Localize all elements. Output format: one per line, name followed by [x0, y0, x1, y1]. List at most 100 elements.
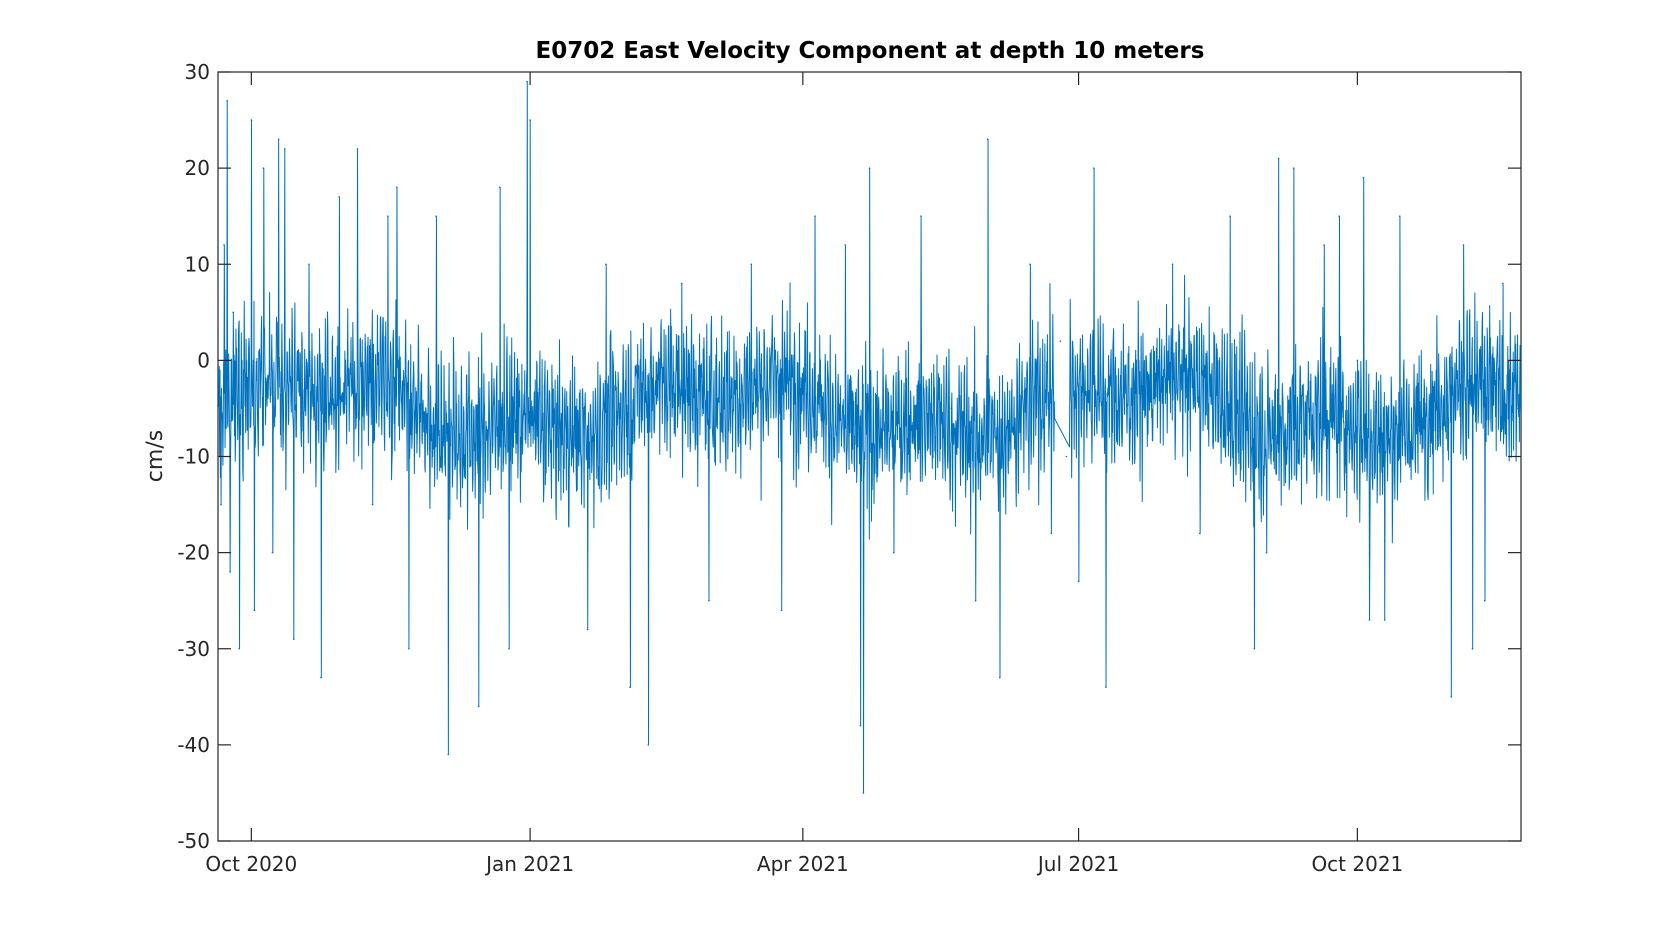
data-point	[647, 744, 650, 746]
data-point	[232, 311, 234, 314]
data-point	[1253, 647, 1256, 650]
y-tick-label: 0	[197, 348, 210, 372]
data-point	[1462, 244, 1465, 246]
data-point	[1029, 263, 1031, 266]
data-point	[586, 628, 589, 631]
data-point	[1383, 619, 1386, 621]
data-point	[868, 167, 871, 169]
data-point	[892, 551, 895, 554]
data-point	[1198, 532, 1201, 535]
x-tick-label: Jul 2021	[1036, 852, 1119, 876]
data-point	[1450, 696, 1453, 698]
y-tick-label: -40	[177, 733, 210, 757]
data-point	[447, 753, 450, 756]
data-point	[499, 186, 501, 189]
data-point	[1398, 215, 1401, 217]
data-point	[262, 167, 265, 169]
data-point	[220, 503, 222, 506]
data-point	[238, 647, 241, 650]
data-point	[529, 119, 531, 121]
data-point	[862, 792, 865, 794]
x-tick-label: Apr 2021	[757, 852, 849, 876]
data-point	[1105, 686, 1107, 688]
y-axis-label: cm/s	[143, 430, 168, 482]
data-point	[986, 138, 989, 141]
data-point	[277, 138, 280, 141]
data-point	[1517, 407, 1519, 410]
data-point	[386, 215, 389, 217]
data-point	[920, 215, 922, 217]
data-point	[708, 599, 710, 602]
data-point	[1065, 455, 1068, 458]
y-tick-label: -20	[177, 541, 210, 565]
data-point	[1277, 157, 1280, 160]
data-point	[344, 359, 347, 362]
data-point	[1292, 167, 1295, 169]
data-point	[1059, 340, 1062, 342]
data-point	[1502, 282, 1504, 285]
data-point	[229, 571, 231, 573]
data-point	[1356, 359, 1359, 362]
data-point	[1077, 580, 1080, 583]
data-point	[1429, 455, 1431, 458]
data-point	[999, 676, 1001, 679]
y-tick-label: 30	[185, 60, 210, 84]
y-tick-label: 10	[185, 252, 210, 276]
y-tick-label: -10	[177, 445, 210, 469]
x-tick-label: Jan 2021	[484, 852, 574, 876]
data-point	[680, 282, 683, 285]
data-point	[283, 148, 286, 150]
data-point	[605, 263, 607, 266]
data-point	[1368, 619, 1371, 621]
data-point	[338, 196, 341, 198]
y-tick-label: -50	[177, 829, 210, 853]
data-point	[1229, 215, 1231, 217]
data-point	[1471, 647, 1474, 650]
data-point	[395, 186, 398, 189]
data-point	[320, 676, 322, 679]
data-point	[1483, 599, 1486, 602]
data-point	[308, 263, 310, 266]
data-point	[844, 244, 847, 246]
data-point	[435, 215, 437, 217]
data-point	[750, 263, 753, 266]
data-point	[1135, 359, 1137, 362]
y-tick-label: 20	[185, 156, 210, 180]
data-point	[974, 599, 977, 602]
data-point	[1338, 215, 1340, 217]
data-point	[271, 551, 274, 554]
chart-title: E0702 East Velocity Component at depth 1…	[536, 38, 1205, 64]
data-point	[508, 647, 510, 650]
data-point	[780, 609, 783, 612]
series-line	[218, 81, 1521, 794]
data-point	[1171, 263, 1174, 266]
data-point	[814, 215, 816, 217]
data-point	[1050, 532, 1053, 535]
data-point	[371, 503, 374, 506]
data-point	[859, 724, 862, 727]
data-point	[226, 100, 228, 102]
data-point	[950, 407, 953, 410]
y-tick-label: -30	[177, 637, 210, 661]
data-point	[356, 148, 359, 150]
data-point	[629, 686, 631, 688]
data-point	[1092, 167, 1095, 169]
x-tick-label: Oct 2021	[1311, 852, 1403, 876]
data-point	[538, 388, 541, 391]
data-point	[1362, 176, 1365, 179]
data-point	[1308, 407, 1310, 410]
data-point	[1265, 551, 1268, 554]
data-point	[253, 609, 256, 612]
data-point	[1323, 244, 1325, 246]
data-point	[250, 119, 253, 121]
series-layer	[218, 80, 1521, 794]
x-tick-label: Oct 2020	[205, 852, 297, 876]
data-point	[526, 80, 528, 83]
data-point	[477, 705, 480, 708]
data-point	[292, 638, 295, 640]
data-point	[408, 647, 410, 650]
data-point	[223, 244, 225, 246]
